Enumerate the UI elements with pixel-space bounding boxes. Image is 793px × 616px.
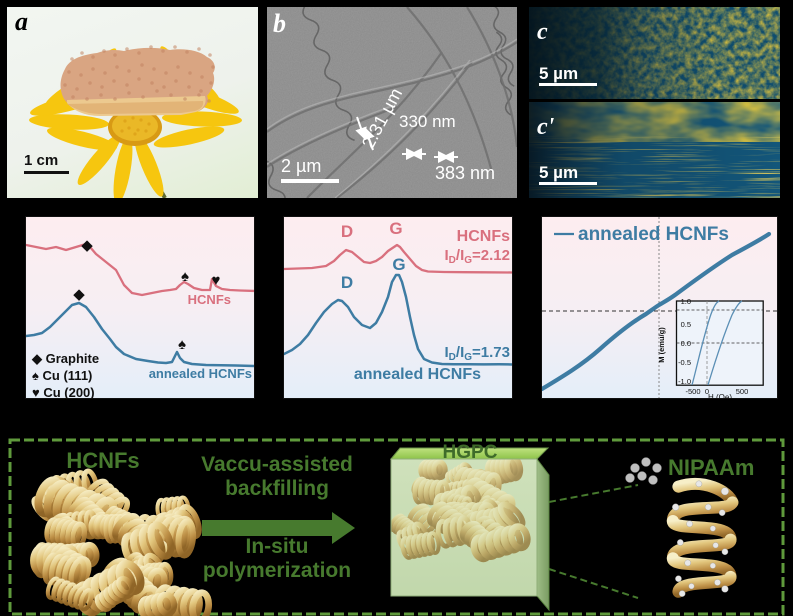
- svg-text:D: D: [341, 273, 353, 292]
- svg-text:383 nm: 383 nm: [435, 163, 495, 183]
- svg-text:annealed HCNFs: annealed HCNFs: [578, 224, 729, 245]
- svg-text:H (Oe): H (Oe): [708, 393, 732, 399]
- svg-text:1.0: 1.0: [681, 297, 691, 306]
- svg-text:0.5: 0.5: [681, 320, 691, 329]
- svg-text:-0.5: -0.5: [678, 358, 691, 367]
- svg-text:♥: ♥: [212, 272, 221, 289]
- svg-text:G: G: [392, 255, 405, 274]
- svg-text:annealed HCNFs: annealed HCNFs: [149, 366, 252, 381]
- svg-text:NIPAAm: NIPAAm: [668, 455, 754, 480]
- svg-text:-500: -500: [685, 387, 700, 396]
- svg-text:◆ Graphite: ◆ Graphite: [31, 351, 99, 366]
- svg-text:HGPC: HGPC: [443, 442, 498, 463]
- svg-text:backfilling: backfilling: [225, 477, 329, 500]
- svg-text:polymerization: polymerization: [203, 559, 351, 582]
- svg-text:HCNFs: HCNFs: [66, 448, 139, 473]
- svg-text:G: G: [389, 219, 402, 238]
- svg-text:330 nm: 330 nm: [399, 112, 456, 131]
- svg-text:In-situ: In-situ: [246, 535, 309, 558]
- svg-text:♥ Cu (200): ♥ Cu (200): [32, 385, 95, 399]
- svg-text:1 cm: 1 cm: [24, 152, 58, 169]
- svg-text:5 µm: 5 µm: [539, 163, 578, 182]
- svg-text:c: c: [537, 19, 548, 45]
- svg-text:0.0: 0.0: [681, 339, 691, 348]
- svg-text:annealed HCNFs: annealed HCNFs: [354, 366, 481, 383]
- svg-text:HCNFs: HCNFs: [188, 292, 231, 307]
- svg-text:♠: ♠: [178, 336, 186, 353]
- svg-text:5 µm: 5 µm: [539, 64, 578, 83]
- svg-text:♠ Cu (111): ♠ Cu (111): [32, 368, 92, 383]
- svg-text:◆: ◆: [81, 237, 93, 254]
- svg-text:c': c': [537, 114, 555, 140]
- svg-text:Vaccu-assisted: Vaccu-assisted: [201, 453, 353, 476]
- svg-text:◆: ◆: [73, 286, 85, 303]
- svg-text:♠: ♠: [181, 268, 189, 285]
- svg-text:D: D: [341, 222, 353, 241]
- svg-text:M (emu/g): M (emu/g): [657, 327, 666, 363]
- svg-text:HCNFs: HCNFs: [457, 228, 510, 245]
- svg-text:2 µm: 2 µm: [281, 156, 321, 176]
- svg-text:-1.0: -1.0: [678, 377, 691, 386]
- svg-text:500: 500: [736, 387, 749, 396]
